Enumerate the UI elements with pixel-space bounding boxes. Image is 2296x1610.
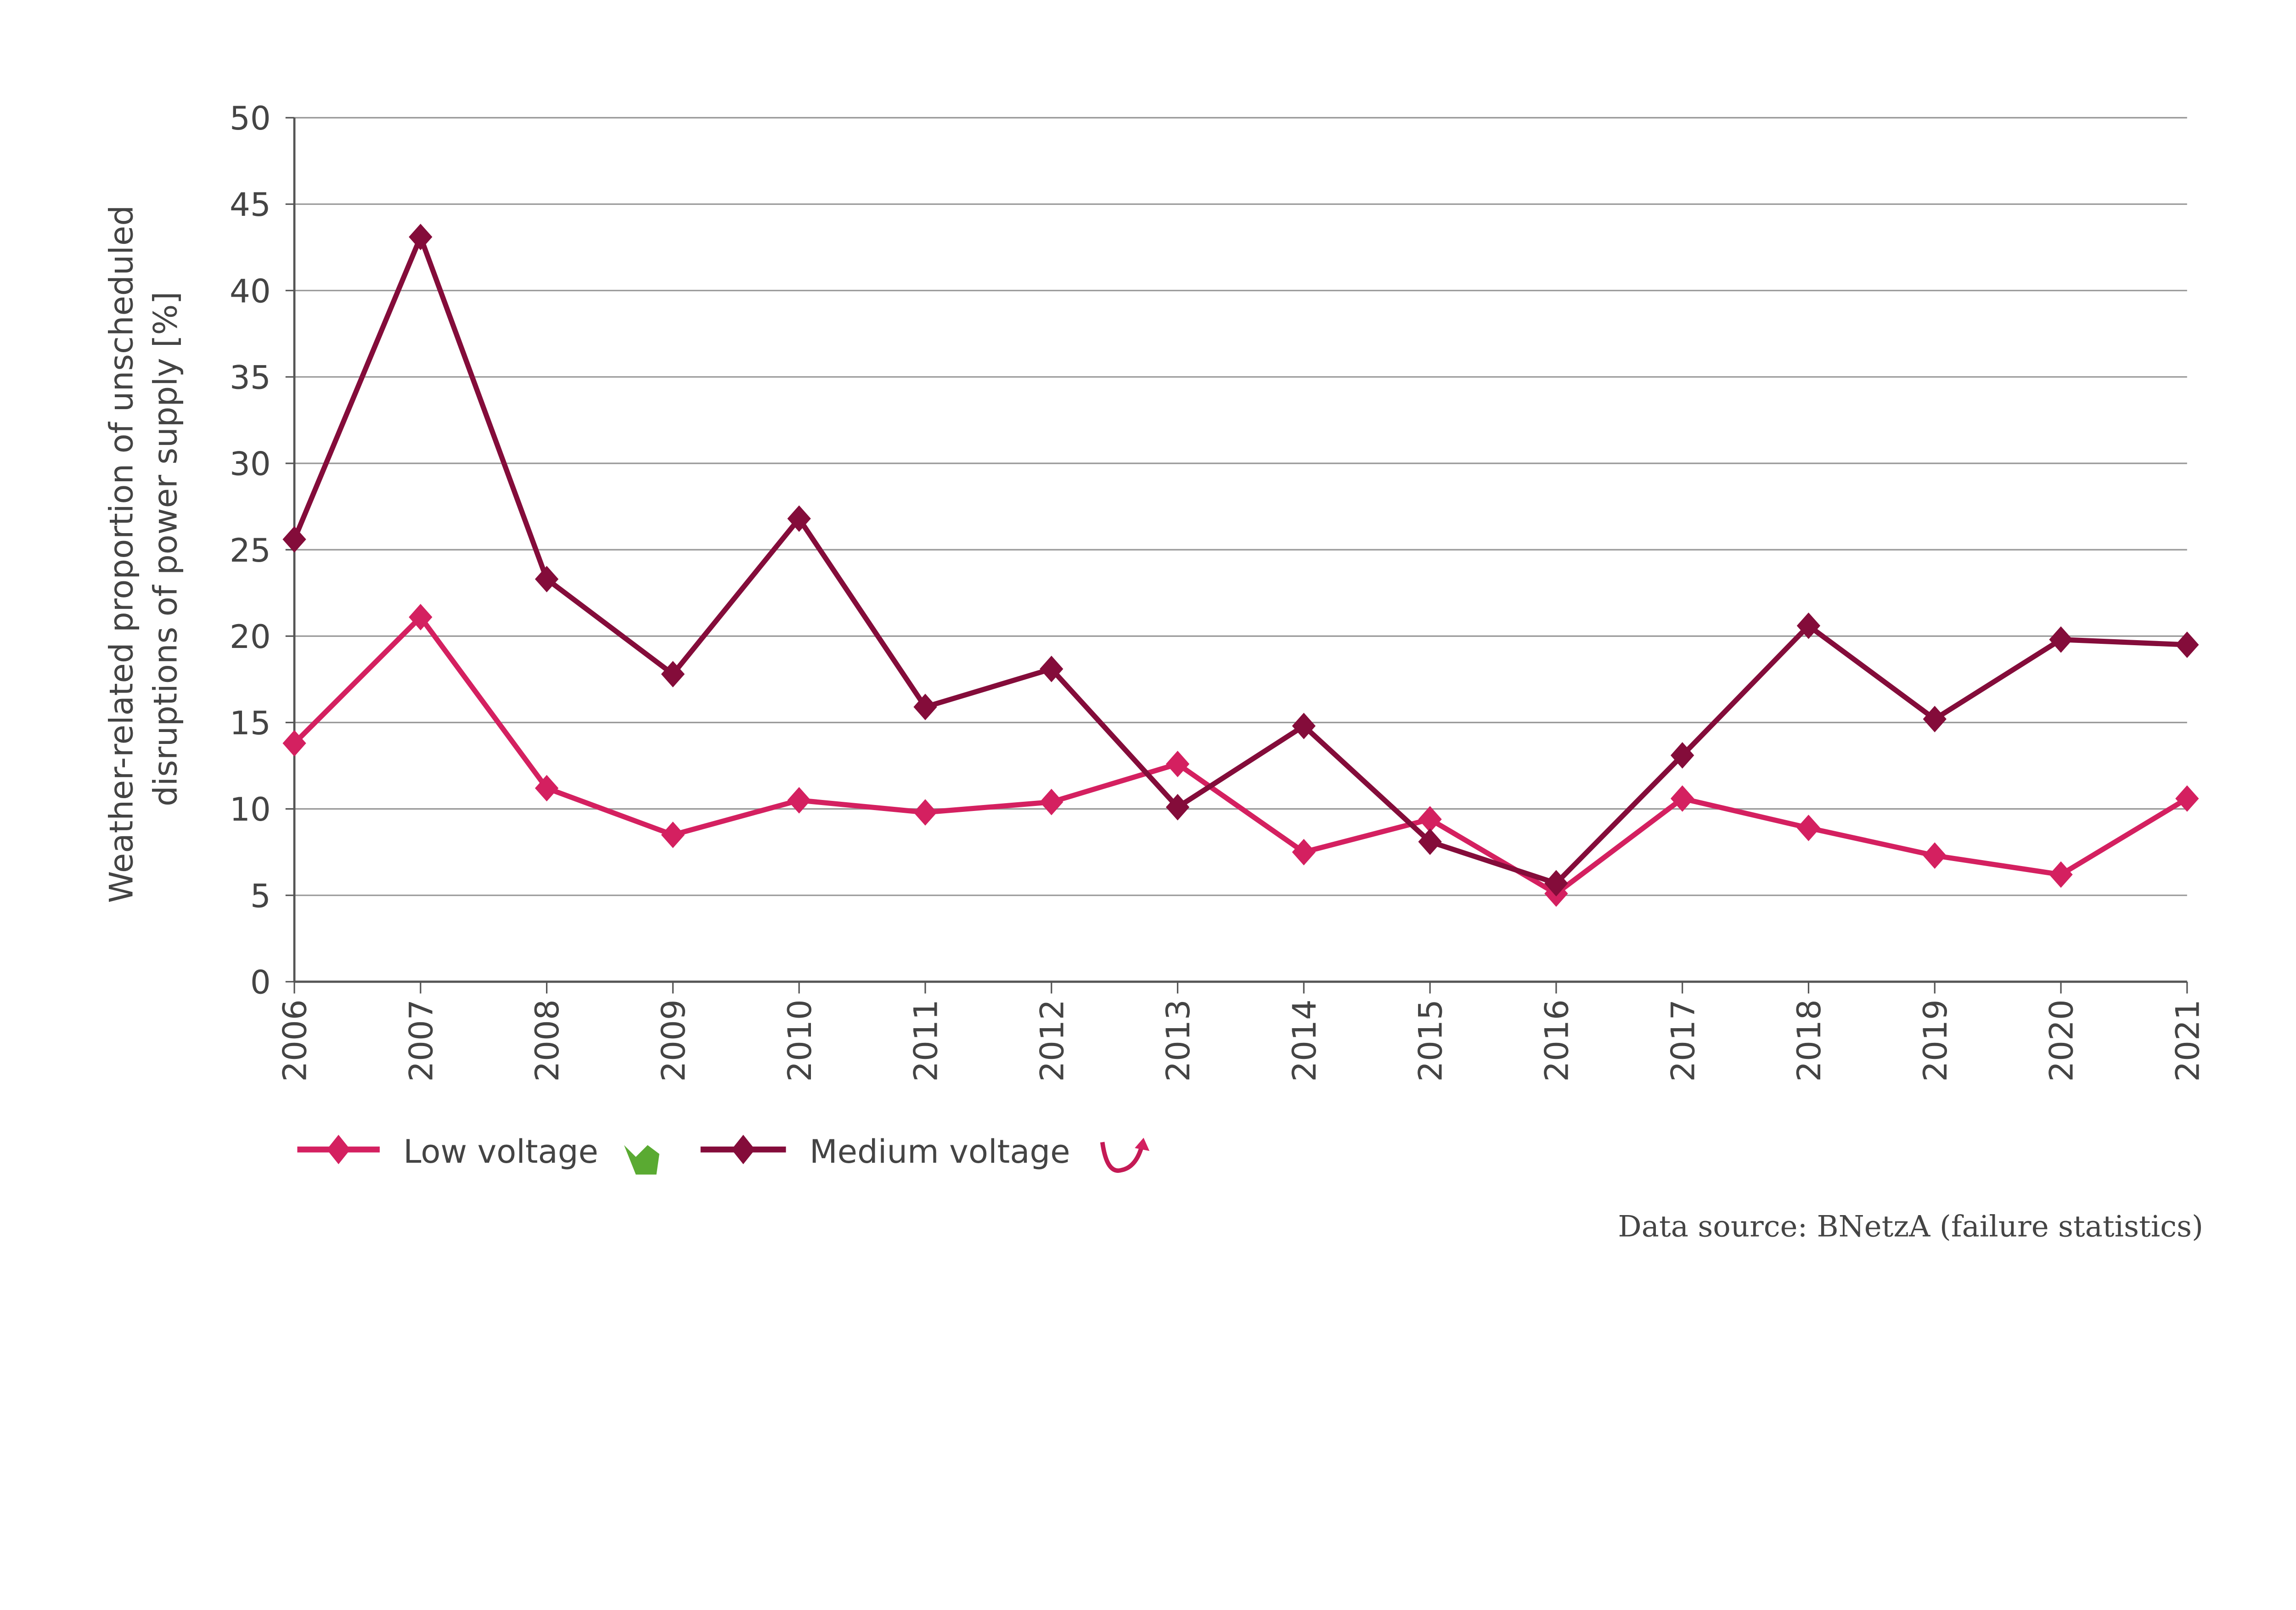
x-tick-label: 2016 [1538, 999, 1576, 1081]
y-tick-label: 15 [230, 704, 271, 742]
legend-medium-voltage-marker [731, 1135, 755, 1165]
x-tick-label: 2007 [402, 999, 440, 1081]
medium-voltage-point [1292, 713, 1316, 739]
medium-voltage-point [409, 224, 433, 250]
series-group [282, 224, 2199, 907]
low-voltage-point [2175, 785, 2199, 812]
x-tick-label: 2014 [1286, 999, 1323, 1081]
x-tick-label: 2013 [1159, 999, 1197, 1081]
x-tick-label: 2008 [529, 999, 566, 1081]
medium-voltage-point [2049, 626, 2073, 653]
y-tick-label: 5 [250, 877, 271, 915]
low-voltage-point [1671, 785, 1694, 812]
low-voltage-point [1165, 750, 1190, 777]
y-tick-label: 30 [230, 445, 271, 483]
low-voltage-point [1292, 839, 1316, 866]
y-tick-label: 45 [230, 186, 271, 224]
y-tick-label: 10 [230, 791, 271, 828]
low-voltage-point [1040, 788, 1064, 816]
low-voltage-point [1796, 815, 1821, 841]
y-axis: 0 5 10 15 20 25 30 35 40 45 50 [230, 100, 296, 1001]
x-tick-label: 2015 [1412, 999, 1450, 1081]
low-voltage-point [787, 787, 811, 814]
medium-voltage-point [1671, 742, 1694, 769]
legend-low-voltage-label: Low voltage [403, 1133, 598, 1171]
medium-voltage-point [1040, 655, 1064, 682]
y-tick-label: 35 [230, 359, 271, 396]
x-tick-label: 2018 [1790, 999, 1828, 1081]
medium-voltage-point [1165, 794, 1190, 821]
low-voltage-point [2049, 861, 2073, 888]
medium-voltage-point [282, 526, 306, 553]
low-voltage-point [661, 822, 685, 848]
green-arrow-down-icon [624, 1145, 659, 1175]
medium-voltage-point [787, 505, 811, 532]
x-tick-label: 2017 [1664, 999, 1702, 1081]
y-tick-label: 20 [230, 618, 271, 656]
legend: Low voltage Medium voltage [297, 1133, 1150, 1175]
medium-voltage-point [535, 566, 559, 592]
y-axis-label-line-2: disruptions of power supply [%] [147, 292, 185, 806]
medium-voltage-point [661, 661, 685, 687]
medium-voltage-point [913, 693, 937, 721]
x-tick-label: 2020 [2043, 999, 2081, 1081]
legend-low-voltage-marker [326, 1135, 350, 1165]
y-axis-label: Weather-related proportion of unschedule… [102, 195, 184, 903]
grid [294, 117, 2187, 983]
low-voltage-line [293, 614, 2189, 896]
y-tick-label: 40 [230, 272, 271, 310]
low-voltage-point [409, 604, 433, 630]
low-voltage-point [535, 775, 559, 802]
y-tick-label: 50 [230, 100, 271, 137]
low-voltage-point [282, 730, 306, 757]
legend-medium-voltage-label: Medium voltage [810, 1133, 1070, 1171]
line-chart: 0 5 10 15 20 25 30 35 40 45 50 2006 2007 2008 2009 201… [102, 100, 2206, 1244]
x-tick-label: 2010 [781, 999, 819, 1081]
medium-voltage-point [1796, 612, 1821, 639]
x-tick-label: 2021 [2169, 999, 2206, 1081]
low-voltage-point [1418, 806, 1442, 833]
y-axis-label-line-1: Weather-related proportion of unschedule… [102, 205, 140, 903]
medium-voltage-point [1418, 828, 1442, 855]
low-voltage-point [913, 799, 937, 826]
medium-voltage-point [1544, 870, 1568, 897]
low-voltage-point [1923, 842, 1947, 869]
x-tick-label: 2011 [907, 999, 945, 1081]
y-tick-label: 25 [230, 532, 271, 569]
u-turn-arrow-icon [1100, 1137, 1150, 1173]
x-tick-label: 2009 [655, 999, 692, 1081]
medium-voltage-line [292, 234, 2188, 886]
y-tick-label: 0 [250, 963, 271, 1001]
data-source-note: Data source: BNetzA (failure statistics) [1618, 1210, 2203, 1244]
x-tick-label: 2012 [1033, 999, 1071, 1081]
x-axis: 2006 2007 2008 2009 2010 2011 2012 2013 2014 2015… [276, 981, 2206, 1082]
x-tick-label: 2019 [1917, 999, 1954, 1081]
x-tick-label: 2006 [276, 999, 314, 1081]
